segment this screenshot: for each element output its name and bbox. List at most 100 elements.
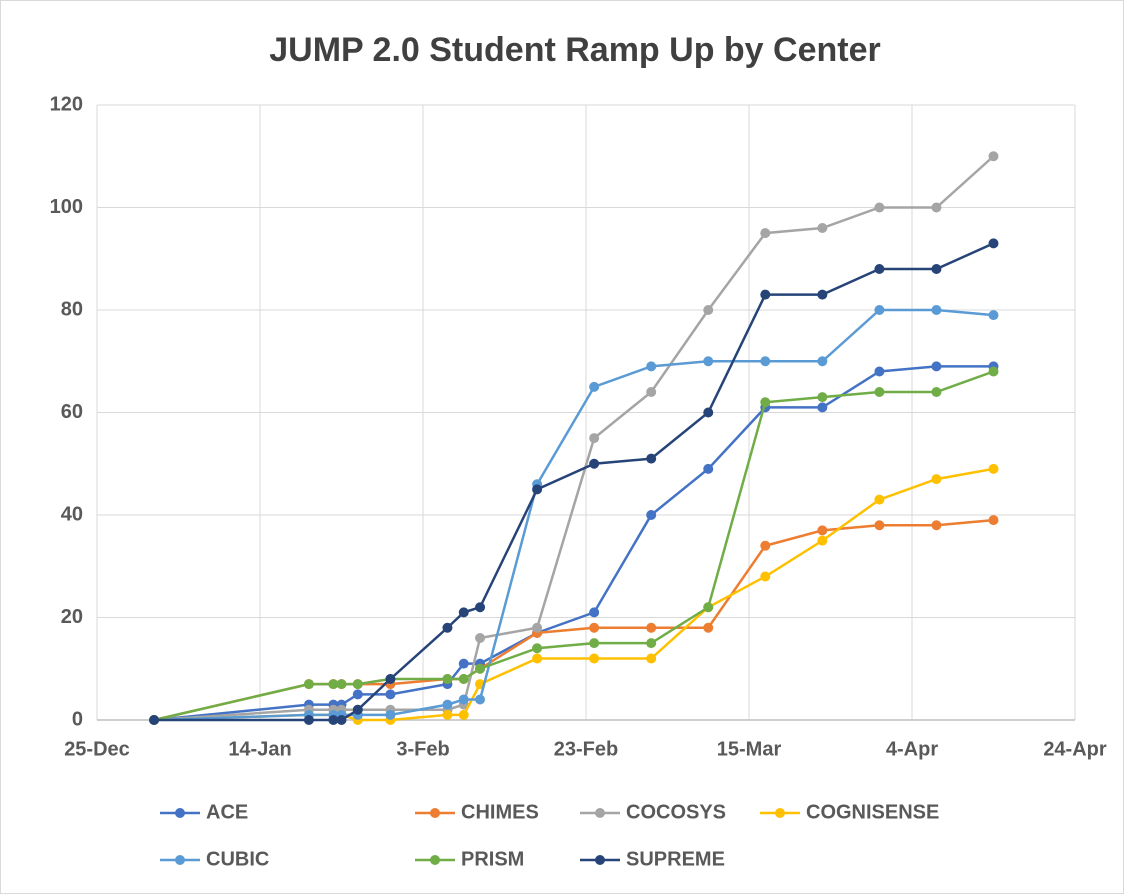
chart-title: JUMP 2.0 Student Ramp Up by Center	[269, 31, 881, 69]
data-point	[931, 474, 942, 485]
data-point	[931, 361, 942, 372]
data-point	[328, 715, 339, 725]
data-point	[988, 463, 999, 474]
data-point	[931, 305, 942, 315]
x-tick-label: 14-Jan	[228, 738, 291, 760]
data-point	[703, 407, 714, 418]
data-point	[475, 633, 486, 643]
data-point	[646, 453, 657, 464]
data-point	[646, 387, 657, 397]
data-point	[532, 484, 543, 495]
data-point	[874, 366, 885, 377]
legend-label: COCOSYS	[626, 801, 726, 823]
data-point	[760, 397, 771, 408]
data-point	[646, 638, 657, 649]
data-point	[475, 663, 486, 674]
data-point	[817, 402, 828, 413]
data-point	[703, 463, 714, 474]
legend-entry: CHIMES	[415, 801, 539, 823]
data-point	[458, 694, 469, 705]
legend-marker	[595, 808, 605, 818]
data-point	[817, 535, 828, 546]
y-tick-label: 20	[61, 606, 83, 628]
data-point	[874, 264, 885, 274]
legend-entry: PRISM	[415, 848, 524, 870]
data-point	[458, 607, 469, 618]
data-point	[646, 361, 657, 372]
data-point	[874, 202, 885, 213]
data-point	[874, 387, 885, 397]
data-point	[931, 520, 942, 531]
data-point	[988, 151, 999, 162]
y-tick-label: 0	[72, 708, 83, 730]
legend-marker	[430, 855, 440, 865]
data-point	[458, 709, 469, 720]
legend-marker	[595, 855, 605, 865]
data-point	[589, 381, 600, 392]
legend-entry: SUPREME	[580, 848, 725, 870]
data-point	[988, 515, 999, 526]
legend-marker	[175, 808, 185, 818]
x-tick-label: 15-Mar	[717, 738, 782, 760]
data-point	[874, 494, 885, 505]
data-point	[589, 607, 600, 618]
data-point	[475, 694, 486, 705]
data-point	[988, 238, 999, 249]
data-point	[385, 689, 396, 700]
legend-entry: ACE	[160, 801, 248, 823]
data-point	[589, 638, 600, 649]
data-point	[336, 679, 347, 690]
data-point	[760, 540, 771, 551]
data-point	[328, 679, 339, 690]
data-point	[589, 622, 600, 633]
data-point	[352, 689, 363, 700]
data-point	[589, 458, 600, 469]
legend-label: ACE	[206, 801, 248, 823]
data-point	[442, 709, 453, 720]
y-tick-label: 40	[61, 503, 83, 525]
data-point	[385, 709, 396, 720]
data-point	[703, 305, 714, 315]
legend-marker	[775, 808, 785, 818]
data-point	[589, 653, 600, 664]
x-tick-label: 23-Feb	[554, 738, 618, 760]
legend-entry: COGNISENSE	[760, 801, 939, 823]
legend-marker	[175, 855, 185, 865]
data-point	[646, 653, 657, 664]
legend-label: CUBIC	[206, 848, 269, 870]
y-tick-label: 120	[50, 93, 83, 115]
data-point	[988, 310, 999, 321]
data-point	[817, 525, 828, 536]
data-point	[760, 356, 771, 367]
data-point	[336, 715, 347, 725]
data-point	[475, 602, 486, 613]
data-point	[760, 571, 771, 582]
data-point	[589, 433, 600, 444]
data-point	[874, 520, 885, 531]
data-point	[458, 658, 469, 669]
data-point	[149, 715, 160, 725]
data-point	[931, 264, 942, 274]
data-point	[931, 202, 942, 213]
data-point	[532, 643, 543, 654]
data-point	[442, 674, 453, 684]
data-point	[988, 366, 999, 377]
data-point	[352, 704, 363, 715]
legend-entry: COCOSYS	[580, 801, 726, 823]
x-tick-label: 24-Apr	[1043, 738, 1107, 760]
data-point	[442, 699, 453, 710]
data-point	[703, 356, 714, 367]
legend-label: COGNISENSE	[806, 801, 939, 823]
data-point	[874, 305, 885, 315]
data-point	[352, 679, 363, 690]
data-point	[817, 289, 828, 300]
legend-entry: CUBIC	[160, 848, 269, 870]
x-tick-label: 25-Dec	[64, 738, 130, 760]
legend-marker	[430, 808, 440, 818]
y-tick-label: 80	[61, 298, 83, 320]
data-point	[931, 387, 942, 397]
data-point	[817, 223, 828, 233]
